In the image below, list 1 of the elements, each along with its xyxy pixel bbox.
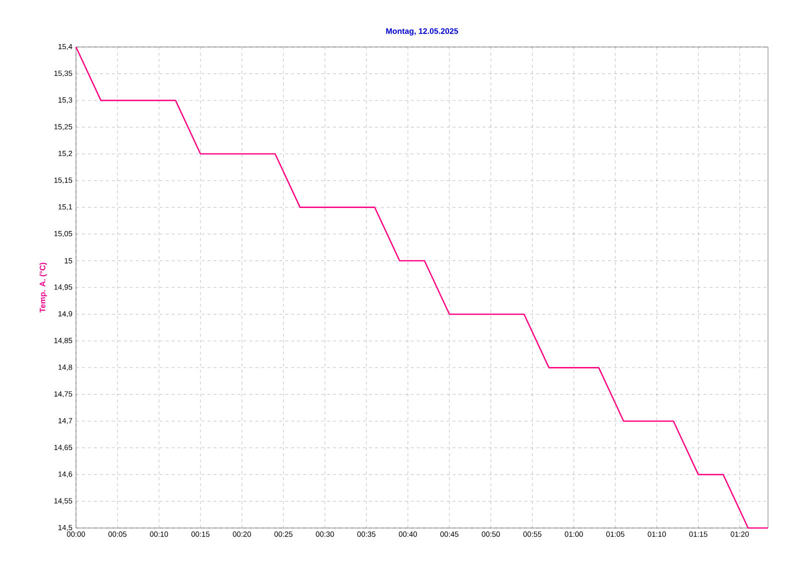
line-series — [75, 46, 769, 529]
